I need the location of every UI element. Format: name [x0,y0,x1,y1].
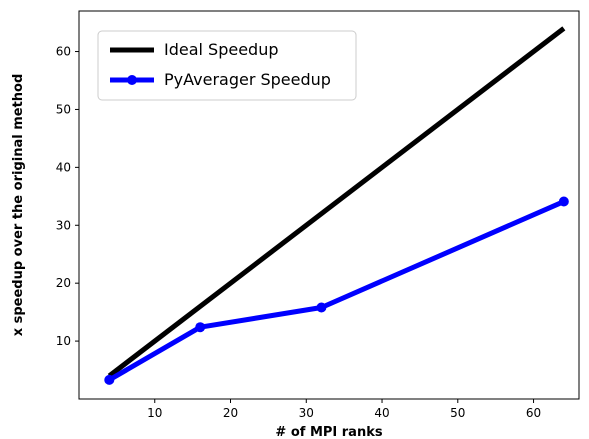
series-layer [104,26,569,385]
series-line-ideal-speedup [107,26,566,378]
legend: Ideal Speedup PyAverager Speedup [97,30,357,101]
x-tick-label: 40 [374,406,389,420]
x-tick-label: 60 [526,406,541,420]
y-tick-label: 30 [56,218,71,232]
y-axis-ticks: 10 20 30 40 50 60 [56,45,79,348]
x-tick-label: 30 [299,406,314,420]
data-point-pyaverager-speedup [558,196,569,207]
data-point-pyaverager-speedup [104,374,115,385]
y-axis-label: x speedup over the original method [11,74,26,337]
y-tick-label: 60 [56,45,71,59]
legend-box [97,30,357,101]
data-point-pyaverager-speedup [316,302,327,313]
x-tick-label: 20 [223,406,238,420]
x-tick-label: 50 [450,406,465,420]
data-point-pyaverager-speedup [195,322,206,333]
legend-marker-pyaverager [127,75,137,85]
x-axis-label: # of MPI ranks [275,425,382,439]
y-tick-label: 20 [56,276,71,290]
x-axis-ticks: 10 20 30 40 50 60 [147,399,541,420]
y-tick-label: 40 [56,160,71,174]
legend-label-ideal: Ideal Speedup [164,40,279,59]
series-line-pyaverager-speedup [108,199,565,383]
y-tick-label: 50 [56,102,71,116]
legend-label-pyaverager: PyAverager Speedup [164,70,331,89]
y-tick-label: 10 [56,334,71,348]
x-tick-label: 10 [147,406,162,420]
